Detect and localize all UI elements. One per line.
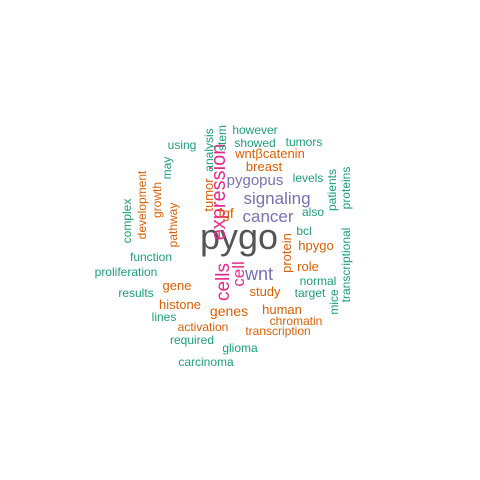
word-study: study (249, 284, 281, 299)
word-transcriptional: transcriptional (339, 228, 353, 303)
word-pygo: pygo (200, 216, 278, 257)
word-proteins: proteins (339, 167, 353, 210)
word-wnt-catenin: wntβcatenin (234, 146, 305, 161)
word-analysis: analysis (202, 128, 216, 171)
word-chromatin: chromatin (270, 314, 323, 328)
word-growth: growth (150, 182, 164, 218)
word-gene: gene (163, 278, 192, 293)
word-showed: showed (234, 136, 275, 150)
word-tumor: tumor (201, 178, 216, 212)
word-may: may (160, 157, 174, 180)
word-normal: normal (300, 274, 337, 288)
word-signaling: signaling (243, 189, 310, 208)
word-results: results (118, 286, 153, 300)
word-role: role (297, 259, 319, 274)
word-protein: protein (279, 233, 294, 273)
word-bcl: bcl (296, 224, 311, 238)
word-transcription: transcription (245, 324, 310, 338)
word-however: however (232, 123, 277, 137)
word-wnt: wnt (244, 264, 273, 284)
word-hpygo: hpygo (298, 238, 333, 253)
word-required: required (170, 333, 214, 347)
word-carcinoma: carcinoma (178, 355, 234, 369)
word-cells: cells (213, 263, 234, 301)
word-pathway: pathway (166, 203, 180, 248)
word-proliferation: proliferation (95, 265, 158, 279)
word-mice: mice (327, 289, 341, 315)
word-breast: breast (246, 159, 283, 174)
word-target: target (295, 286, 326, 300)
word-genes: genes (210, 303, 248, 319)
word-cancer: cancer (242, 207, 293, 226)
word-also: also (302, 205, 324, 219)
word-activation: activation (178, 320, 229, 334)
word-stem: stem (215, 125, 229, 151)
word-glioma: glioma (222, 341, 258, 355)
word-complex: complex (120, 199, 134, 244)
word-function: function (130, 250, 172, 264)
word-expression: expression (208, 144, 230, 241)
word-fgf: fgf (218, 205, 234, 221)
word-levels: levels (293, 171, 324, 185)
word-development: development (135, 170, 149, 239)
word-human: human (262, 302, 302, 317)
word-patients: patients (325, 169, 339, 211)
word-histone: histone (159, 297, 201, 312)
word-lines: lines (152, 310, 177, 324)
word-pygopus: pygopus (227, 172, 284, 189)
word-using: using (168, 138, 197, 152)
word-tumors: tumors (286, 135, 323, 149)
word-cell: cell (229, 261, 248, 287)
